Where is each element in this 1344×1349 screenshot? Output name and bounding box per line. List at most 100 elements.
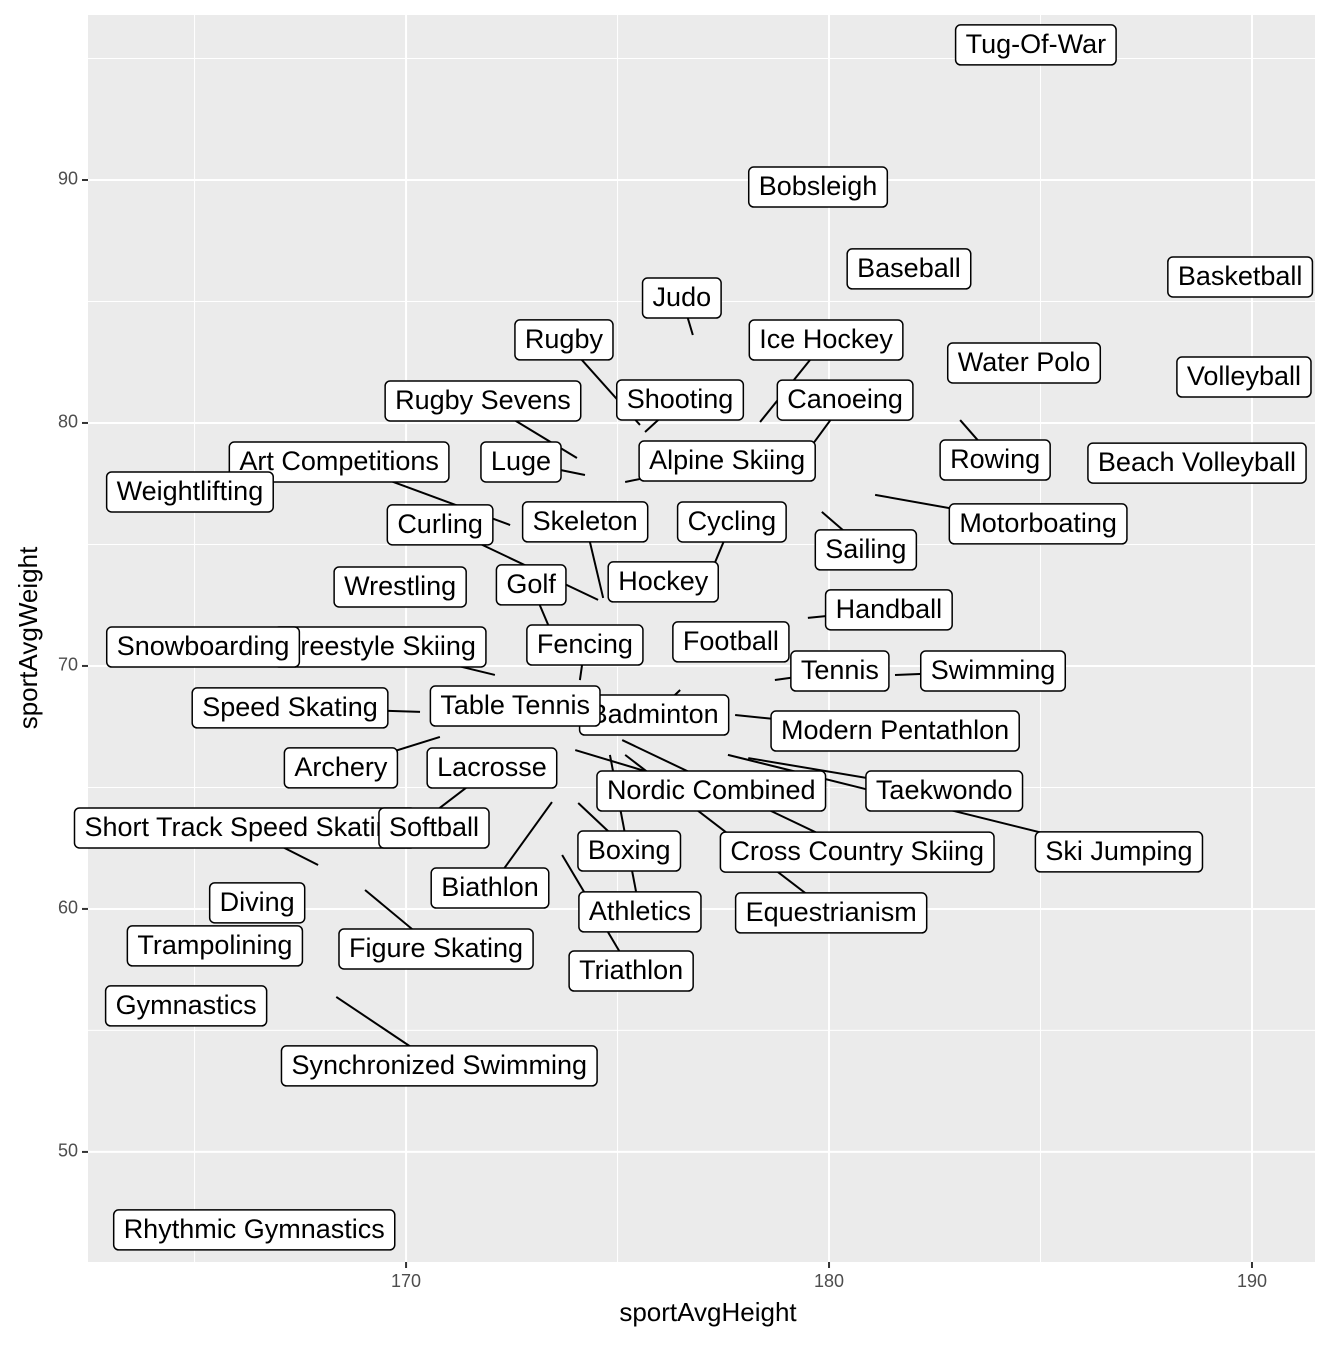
label-text: Football [683, 626, 779, 656]
label-box [1167, 256, 1314, 298]
x-axis-title: sportAvgHeight [619, 1297, 797, 1327]
label-box [638, 440, 816, 482]
label: Hockey [607, 561, 719, 603]
label-text: Basketball [1178, 261, 1303, 291]
label: Swimming [919, 650, 1067, 692]
label-box [126, 925, 304, 967]
label-box [495, 564, 567, 606]
label: Equestrianism [734, 892, 928, 934]
label-box [865, 770, 1024, 812]
y-tick-label: 90 [58, 169, 78, 189]
label-text: Wrestling [344, 571, 456, 601]
label: Judo [641, 277, 722, 319]
label-text: Skeleton [533, 506, 638, 536]
label-text: Rowing [950, 444, 1040, 474]
label-text: Modern Pentathlon [781, 715, 1009, 745]
label: Water Polo [946, 342, 1102, 384]
label-box [280, 1045, 598, 1087]
label-box [208, 882, 306, 924]
label: Rugby Sevens [384, 380, 582, 422]
label-box [607, 561, 719, 603]
label-text: Athletics [589, 896, 691, 926]
label-box [676, 501, 787, 543]
label: Bobsleigh [747, 166, 889, 208]
y-tick-label: 80 [58, 412, 78, 432]
label-text: Sailing [825, 534, 906, 564]
label-box [526, 624, 644, 666]
label-box [748, 319, 904, 361]
label-text: Water Polo [958, 347, 1091, 377]
y-tick-label: 60 [58, 898, 78, 918]
label: Ski Jumping [1034, 831, 1204, 873]
label: Synchronized Swimming [280, 1045, 598, 1087]
label-text: Art Competitions [239, 446, 439, 476]
label: Nordic Combined [596, 770, 827, 812]
label: Alpine Skiing [638, 440, 816, 482]
label: Freestyle Skiing [273, 626, 487, 668]
label-box [615, 379, 745, 421]
label-box [521, 501, 649, 543]
label-text: Triathlon [579, 955, 683, 985]
label-box [1034, 831, 1204, 873]
label-box [954, 24, 1117, 66]
label-text: Ice Hockey [759, 324, 893, 354]
label-box [948, 503, 1128, 545]
label-box [776, 379, 914, 421]
label-box [191, 687, 389, 729]
label: Football [672, 621, 790, 663]
label-box [1087, 442, 1307, 484]
label: Canoeing [776, 379, 914, 421]
label: Rugby [514, 319, 614, 361]
label-box [1176, 356, 1312, 398]
label-text: Nordic Combined [607, 775, 816, 805]
label-text: Rugby [525, 324, 604, 354]
label-box [568, 950, 694, 992]
label: Lacrosse [426, 747, 558, 789]
label-text: Motorboating [959, 508, 1117, 538]
label: Basketball [1167, 256, 1314, 298]
label: Beach Volleyball [1087, 442, 1307, 484]
label: Baseball [846, 248, 972, 290]
label-text: Tug-Of-War [966, 29, 1107, 59]
label: Boxing [577, 830, 682, 872]
label: Trampolining [126, 925, 304, 967]
label-text: Shooting [627, 384, 734, 414]
label-box [430, 867, 550, 909]
label: Skeleton [521, 501, 649, 543]
label-text: Diving [220, 887, 295, 917]
label-text: Speed Skating [202, 692, 378, 722]
label: Diving [208, 882, 306, 924]
label-text: Rugby Sevens [395, 385, 571, 415]
label-box [514, 319, 614, 361]
label-text: Badminton [590, 699, 719, 729]
label-text: Luge [491, 446, 551, 476]
label: Tug-Of-War [954, 24, 1117, 66]
label: Sailing [814, 529, 918, 571]
label-text: Baseball [857, 253, 961, 283]
label-box [919, 650, 1067, 692]
label: Badminton [578, 694, 730, 736]
label-text: Golf [506, 569, 556, 599]
label-box [105, 626, 301, 668]
label-text: Canoeing [787, 384, 903, 414]
label: Tennis [790, 650, 890, 692]
label-text: Equestrianism [746, 897, 917, 927]
label: Curling [386, 504, 494, 546]
label-box [105, 471, 274, 513]
label-text: Volleyball [1187, 361, 1301, 391]
label: Rowing [939, 439, 1051, 481]
label-box [814, 529, 918, 571]
label-box [672, 621, 790, 663]
label: Triathlon [568, 950, 694, 992]
label-text: Snowboarding [117, 631, 290, 661]
label-text: Boxing [588, 835, 671, 865]
label: Gymnastics [104, 985, 268, 1027]
x-tick-label: 170 [391, 1271, 421, 1291]
label-text: Table Tennis [440, 690, 590, 720]
label: Taekwondo [865, 770, 1024, 812]
label-text: Cross Country Skiing [730, 836, 984, 866]
label-text: Swimming [931, 655, 1056, 685]
label: Weightlifting [105, 471, 274, 513]
labels: Tug-Of-War Bobsleigh Baseball Basketball Jud… [73, 24, 1314, 1251]
label-box [824, 589, 953, 631]
